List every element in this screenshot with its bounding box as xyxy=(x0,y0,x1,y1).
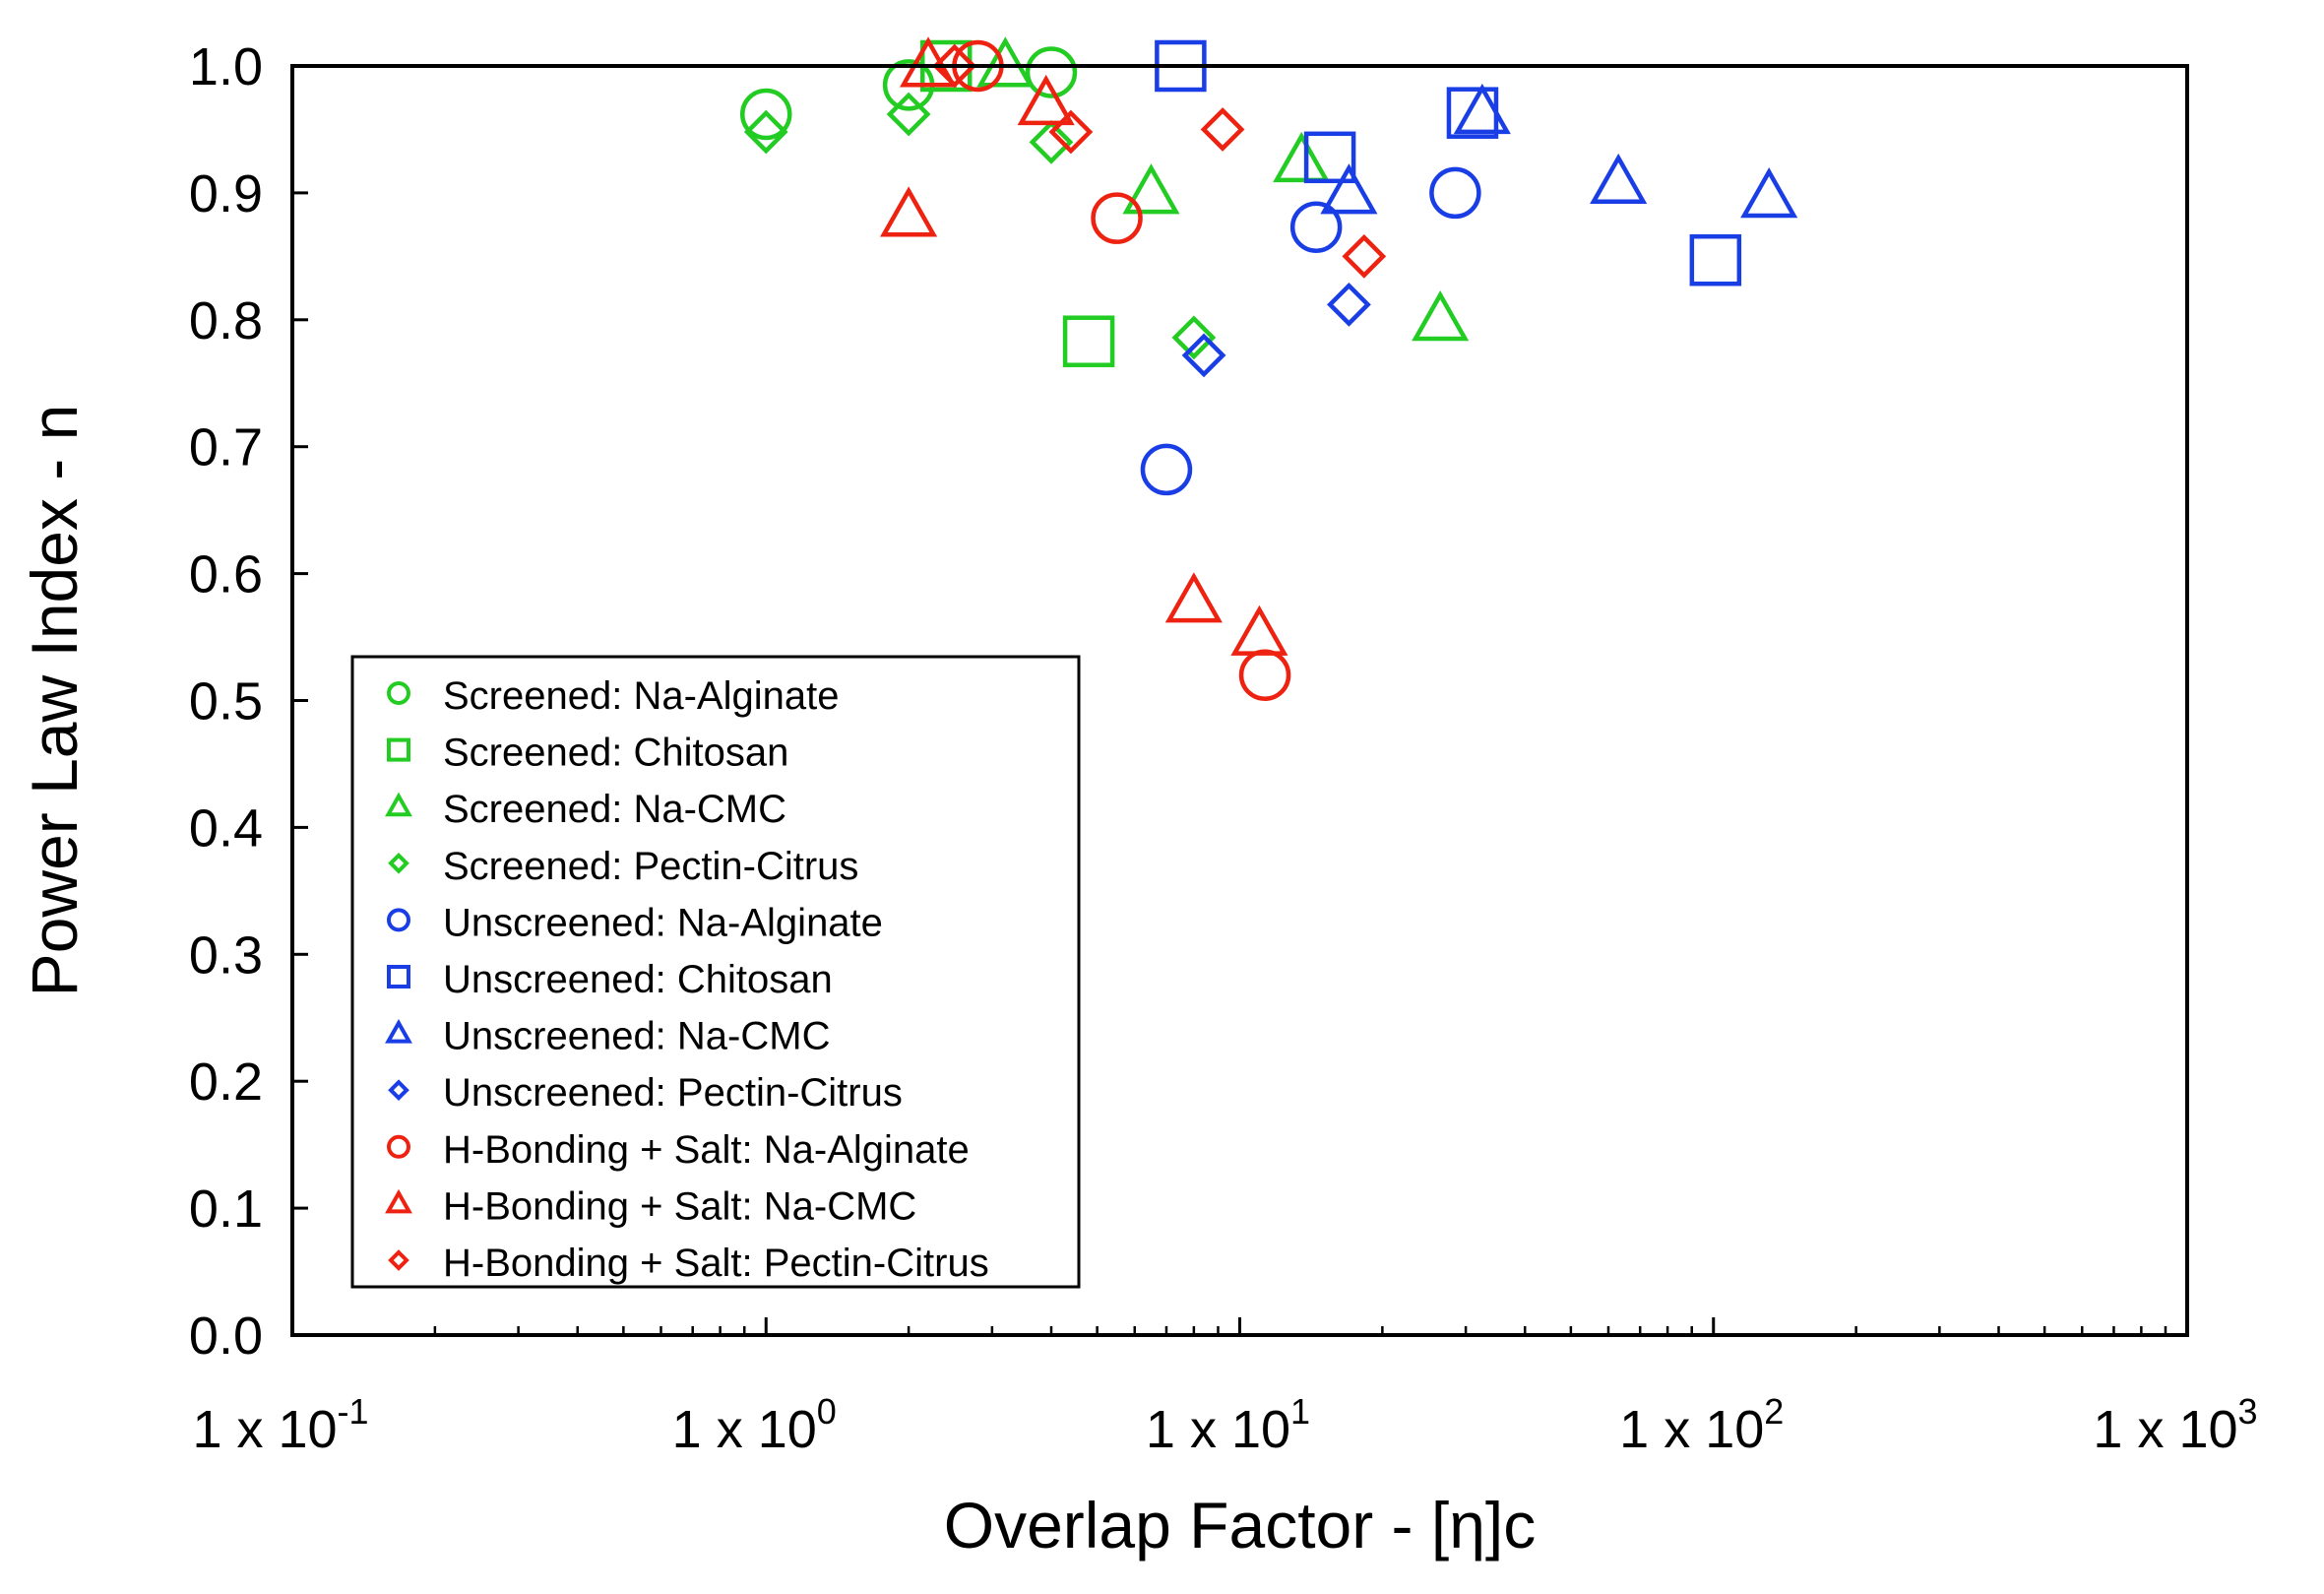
data-point xyxy=(1453,83,1511,135)
data-point xyxy=(1017,74,1075,126)
x-tick-base: 1 x 10 xyxy=(1146,1400,1290,1459)
legend-label: Unscreened: Na-CMC xyxy=(443,1015,830,1058)
y-tick-label: 0.5 xyxy=(189,672,263,732)
legend-marker xyxy=(387,681,410,705)
legend-label: Unscreened: Pectin-Citrus xyxy=(443,1071,903,1115)
x-tick-exponent: 0 xyxy=(817,1391,837,1432)
data-markers xyxy=(740,36,1798,701)
y-tick-label: 0.4 xyxy=(189,798,263,858)
x-tick-base: 1 x 10 xyxy=(1619,1400,1764,1459)
legend-label: Screened: Na-Alginate xyxy=(443,674,839,718)
data-point xyxy=(1048,109,1094,155)
data-point xyxy=(1342,233,1387,279)
x-tick-label: 1 x 103 xyxy=(2093,1391,2257,1459)
series-h-bonding-salt-na-cmc xyxy=(880,36,1288,656)
legend-marker xyxy=(387,965,410,988)
y-tick-label: 0.2 xyxy=(189,1052,263,1112)
x-tick-exponent: 3 xyxy=(2238,1391,2258,1432)
x-axis-title: Overlap Factor - [η]c xyxy=(944,1489,1537,1562)
x-tick-exponent: 2 xyxy=(1764,1391,1784,1432)
legend-label: Screened: Chitosan xyxy=(443,732,788,775)
series-screened-na-alginate xyxy=(740,46,1078,141)
x-tick-label: 1 x 102 xyxy=(1619,1391,1784,1459)
data-point xyxy=(1140,443,1193,496)
legend-box xyxy=(350,655,1081,1289)
y-tick-label: 0.7 xyxy=(189,418,263,478)
series-unscreened-chitosan xyxy=(1155,39,1742,287)
data-point xyxy=(1590,153,1648,205)
legend-marker xyxy=(388,1079,409,1102)
data-point xyxy=(1122,163,1180,215)
data-point xyxy=(1029,119,1074,164)
plot-area-frame xyxy=(290,64,2189,1337)
y-tick-label: 1.0 xyxy=(189,37,263,96)
data-point xyxy=(1429,166,1481,220)
legend-label: H-Bonding + Salt: Na-CMC xyxy=(443,1184,916,1228)
x-tick-exponent: 1 xyxy=(1290,1391,1310,1432)
x-tick-label: 1 x 10-1 xyxy=(192,1391,368,1459)
data-point xyxy=(1303,131,1356,184)
y-tick-label: 0.0 xyxy=(189,1307,263,1366)
legend-label: H-Bonding + Salt: Na-Alginate xyxy=(443,1128,970,1172)
data-point xyxy=(886,92,931,137)
legend: Screened: Na-Alginate Screened: Chitosan S… xyxy=(350,655,1081,1289)
x-tick-base: 1 x 10 xyxy=(192,1400,337,1459)
data-point xyxy=(1412,290,1470,342)
x-tick-label: 1 x 100 xyxy=(672,1391,837,1459)
series-unscreened-na-alginate xyxy=(1140,166,1481,496)
series-unscreened-pectin-citrus xyxy=(1181,282,1371,378)
legend-marker xyxy=(385,1188,412,1214)
data-point xyxy=(1200,107,1245,152)
legend-label: Screened: Na-CMC xyxy=(443,788,786,831)
x-tick-base: 1 x 10 xyxy=(2093,1400,2237,1459)
data-point xyxy=(743,109,788,155)
data-point xyxy=(1327,282,1371,327)
y-tick-label: 0.3 xyxy=(189,925,263,985)
data-point xyxy=(1320,163,1378,215)
y-tick-label: 0.8 xyxy=(189,291,263,351)
legend-marker xyxy=(387,1134,410,1159)
data-point xyxy=(1230,605,1288,656)
data-point xyxy=(1238,649,1291,701)
x-tick-base: 1 x 10 xyxy=(672,1400,817,1459)
data-point xyxy=(1062,315,1115,367)
data-point xyxy=(1740,167,1798,219)
data-point xyxy=(1273,131,1331,183)
series-h-bonding-salt-pectin-citrus xyxy=(932,43,1387,279)
data-point xyxy=(1289,201,1343,253)
legend-label: Unscreened: Chitosan xyxy=(443,958,833,1001)
x-tick-exponent: -1 xyxy=(338,1391,369,1432)
series-h-bonding-salt-na-alginate xyxy=(952,39,1291,701)
legend-marker xyxy=(387,737,410,762)
data-point xyxy=(1164,572,1223,623)
y-tick-label: 0.6 xyxy=(189,545,263,605)
legend-label: H-Bonding + Salt: Pectin-Citrus xyxy=(443,1242,989,1285)
data-point xyxy=(1171,315,1217,360)
legend-marker xyxy=(387,908,410,932)
tick-labels: 0.00.10.20.30.40.50.60.70.80.91.01 x 10-… xyxy=(189,37,2258,1459)
y-tick-label: 0.9 xyxy=(189,164,263,223)
series-screened-chitosan xyxy=(919,39,1115,367)
data-point xyxy=(1181,333,1226,378)
data-point xyxy=(1025,46,1078,98)
data-point xyxy=(932,43,977,89)
legend-marker xyxy=(388,1249,409,1271)
legend-marker xyxy=(388,852,409,874)
y-axis-title: Power Law Index - n xyxy=(18,405,91,997)
y-tick-label: 0.1 xyxy=(189,1180,263,1239)
legend-marker xyxy=(385,1019,412,1044)
legend-marker xyxy=(385,792,412,817)
data-point xyxy=(880,186,938,237)
legend-label: Screened: Pectin-Citrus xyxy=(443,845,858,888)
series-unscreened-na-cmc xyxy=(1320,83,1798,219)
x-tick-label: 1 x 101 xyxy=(1146,1391,1310,1459)
data-point xyxy=(1689,233,1742,287)
data-point xyxy=(976,36,1035,88)
data-point xyxy=(1091,192,1143,244)
data-point xyxy=(740,88,792,141)
series-screened-na-cmc xyxy=(976,36,1470,342)
series-screened-pectin-citrus xyxy=(743,92,1217,360)
legend-label: Unscreened: Na-Alginate xyxy=(443,901,883,944)
